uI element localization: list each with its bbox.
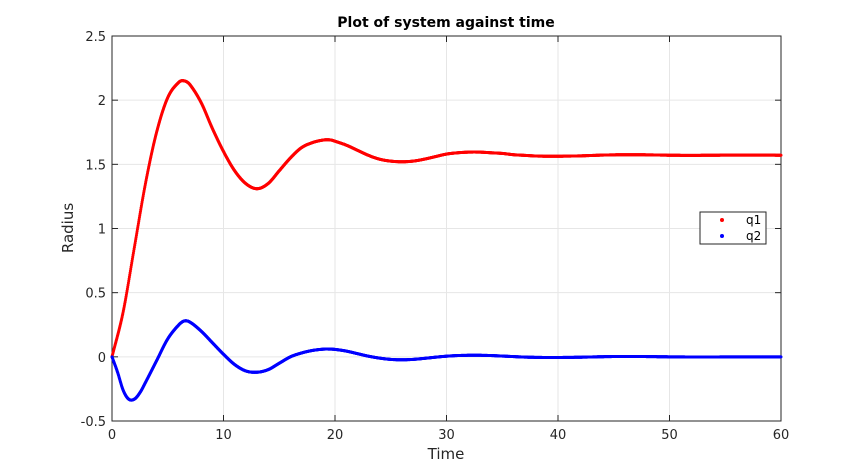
y-tick-label: 0 [98,351,106,366]
x-tick-label: 0 [108,428,116,443]
series-q2 [110,319,783,402]
chart-title: Plot of system against time [337,15,554,31]
x-axis-title: Time [427,445,465,463]
series-layer [110,79,783,402]
legend-label-q2: q2 [746,229,761,243]
x-tick-label: 60 [773,428,790,443]
x-tick-label: 20 [327,428,344,443]
y-tick-label: 2 [98,94,106,109]
legend-marker-q1 [720,218,724,222]
y-tick-label: -0.5 [81,415,106,430]
x-tick-label: 40 [550,428,567,443]
x-tick-label: 50 [661,428,678,443]
y-tick-label: 1 [98,223,106,238]
series-q1 [110,79,783,359]
point-q1 [779,153,783,157]
legend-marker-q2 [720,234,724,238]
y-tick-label: 1.5 [85,158,106,173]
x-tick-label: 10 [215,428,232,443]
point-q2 [779,355,783,359]
legend-label-q1: q1 [746,213,761,227]
y-tick-label: 0.5 [85,287,106,302]
y-axis-title: Radius [59,203,77,253]
y-tick-label: 2.5 [85,30,106,45]
legend-box [699,211,767,245]
ticks: 0 10 20 30 40 50 60-0.500.511.522.5 [81,30,790,443]
x-tick-label: 30 [438,428,455,443]
